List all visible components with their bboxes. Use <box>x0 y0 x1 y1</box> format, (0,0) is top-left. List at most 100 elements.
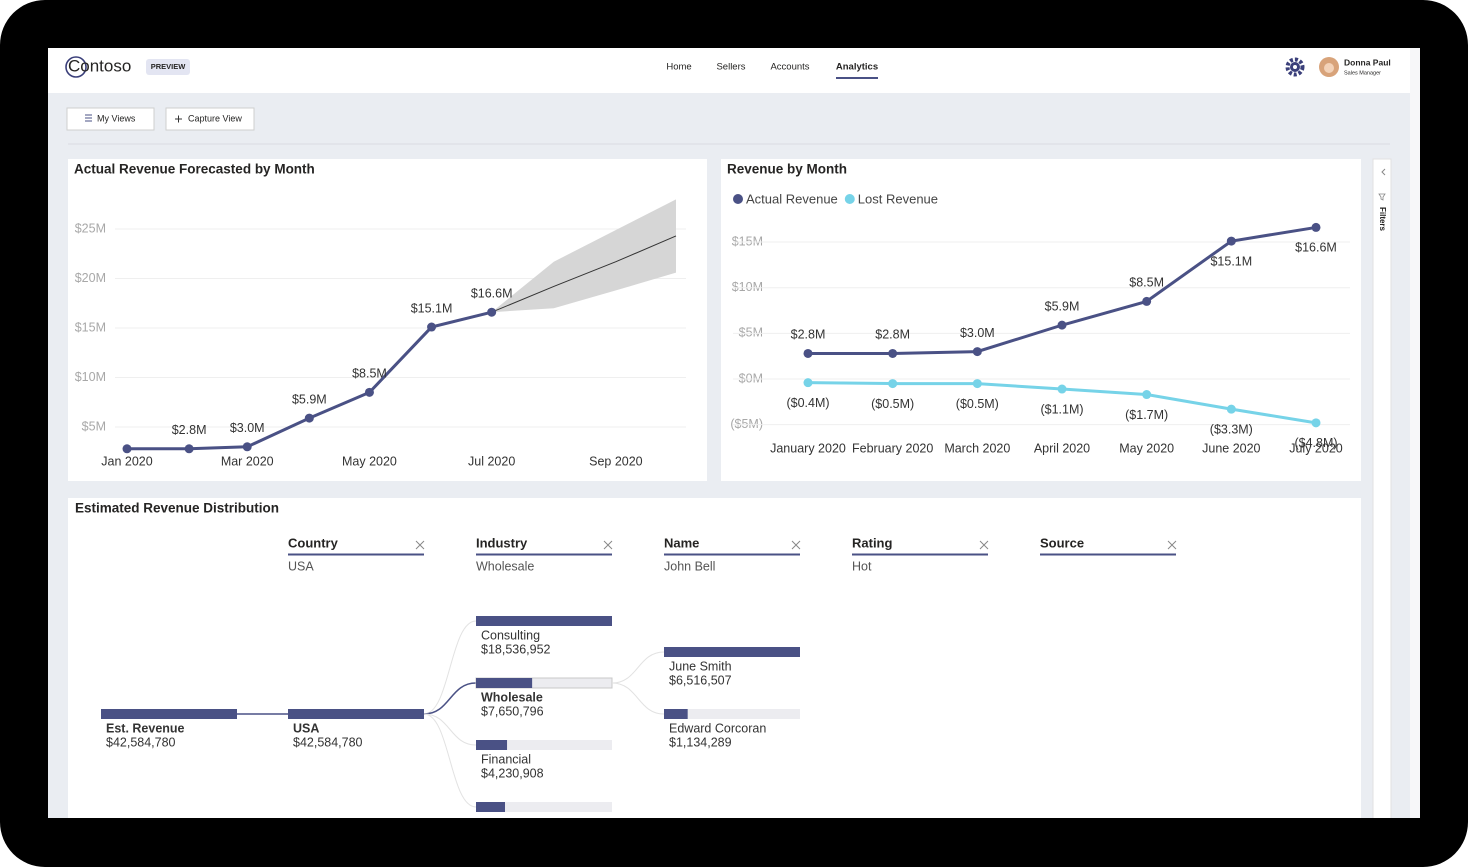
user-role: Sales Manager <box>1344 70 1381 76</box>
bar[interactable] <box>101 709 237 719</box>
y-tick-label: $20M <box>75 271 106 285</box>
data-label: $16.6M <box>1295 241 1337 255</box>
data-label: $5.9M <box>292 392 327 406</box>
x-tick-label: May 2020 <box>1119 441 1174 455</box>
node-value: $4,230,908 <box>481 766 544 780</box>
connector <box>423 713 477 746</box>
data-label: ($3.3M) <box>1210 422 1253 436</box>
card-title: Estimated Revenue Distribution <box>75 501 279 516</box>
data-label: ($0.4M) <box>786 396 829 410</box>
forecast-line <box>491 235 677 313</box>
bar[interactable] <box>476 616 612 626</box>
column-header: Name <box>664 535 699 550</box>
bar[interactable] <box>476 678 533 688</box>
bar-partial <box>476 802 505 812</box>
x-tick-label: May 2020 <box>342 454 397 468</box>
legend-marker <box>733 194 743 204</box>
node-label: Financial <box>481 752 531 766</box>
collapse-icon[interactable] <box>1381 168 1386 176</box>
data-label: $3.0M <box>960 326 995 340</box>
data-label: ($4.8M) <box>1294 436 1337 450</box>
data-point <box>803 348 813 358</box>
bar-track <box>664 709 800 719</box>
logo: Contoso <box>68 56 131 75</box>
node-label: Edward Corcoran <box>669 721 766 735</box>
data-label: ($0.5M) <box>956 397 999 411</box>
data-point <box>122 444 132 454</box>
filters-pane[interactable] <box>1372 158 1392 830</box>
node-label: June Smith <box>669 659 732 673</box>
connector <box>423 620 477 715</box>
toolbar-button[interactable] <box>66 107 155 131</box>
bar[interactable] <box>664 709 688 719</box>
data-point <box>1057 384 1067 394</box>
data-point <box>1311 418 1321 428</box>
data-point <box>1226 236 1236 246</box>
toolbar-button-label: My Views <box>97 113 136 123</box>
bar[interactable] <box>288 709 424 719</box>
content: Contoso PREVIEW Home Sellers Accounts Analyti… <box>65 56 1391 812</box>
data-label: ($0.5M) <box>871 397 914 411</box>
data-point <box>803 378 813 388</box>
node-value: $42,584,780 <box>106 735 176 749</box>
forecast-band <box>491 199 676 313</box>
bar[interactable] <box>476 740 508 750</box>
nav-link[interactable]: Analytics <box>836 62 878 73</box>
x-tick-label: February 2020 <box>852 441 933 455</box>
legend-label: Actual Revenue <box>746 191 838 206</box>
data-point <box>888 379 898 389</box>
card <box>721 159 1361 481</box>
connector <box>611 682 665 715</box>
filters-label[interactable]: Filters <box>1378 207 1387 232</box>
data-point <box>487 307 497 317</box>
data-point <box>972 379 982 389</box>
badge <box>146 59 190 75</box>
settings-icon[interactable] <box>1285 57 1305 77</box>
data-label: $2.8M <box>875 328 910 342</box>
plus-icon <box>175 115 182 123</box>
nav-link[interactable]: Sellers <box>716 62 745 73</box>
node-label: Consulting <box>481 628 540 642</box>
node-label: Wholesale <box>481 690 543 704</box>
y-tick-label: ($5M) <box>730 417 763 431</box>
data-label: ($1.7M) <box>1125 408 1168 422</box>
data-label: $2.8M <box>791 328 826 342</box>
bar[interactable] <box>664 647 800 657</box>
x-tick-label: March 2020 <box>944 441 1010 455</box>
nav-link[interactable]: Accounts <box>770 62 809 73</box>
card <box>68 498 1361 828</box>
node-value: $42,584,780 <box>293 735 363 749</box>
column-header: Country <box>288 535 339 550</box>
y-tick-label: $15M <box>732 234 763 248</box>
node-value: $6,516,507 <box>669 673 732 687</box>
y-tick-label: $5M <box>739 326 763 340</box>
avatar-face <box>1324 63 1334 73</box>
top-bar <box>48 48 1410 93</box>
close-icon[interactable] <box>415 540 425 550</box>
data-point <box>1057 320 1067 330</box>
data-label: $15.1M <box>411 301 453 315</box>
close-icon[interactable] <box>979 540 989 550</box>
badge-label: PREVIEW <box>151 62 187 71</box>
legend-label: Lost Revenue <box>858 191 938 206</box>
data-point <box>427 322 437 332</box>
nav-link[interactable]: Home <box>666 62 691 73</box>
column-selection: Wholesale <box>476 559 534 573</box>
close-icon[interactable] <box>791 540 801 550</box>
data-point <box>1142 390 1152 400</box>
logo-mark <box>65 56 87 78</box>
filter-icon <box>1378 193 1386 201</box>
close-icon[interactable] <box>1167 540 1177 550</box>
node-label: USA <box>293 721 319 735</box>
legend-marker <box>844 194 855 204</box>
data-label: $5.9M <box>1045 299 1080 313</box>
toolbar-button[interactable] <box>165 107 255 131</box>
node-value: $7,650,796 <box>481 704 544 718</box>
data-point <box>1311 222 1321 232</box>
close-icon[interactable] <box>603 540 613 550</box>
data-point <box>972 347 982 357</box>
settings-icon-hole <box>1293 65 1297 69</box>
data-point <box>184 444 194 454</box>
connector <box>611 651 665 684</box>
card <box>68 159 707 481</box>
